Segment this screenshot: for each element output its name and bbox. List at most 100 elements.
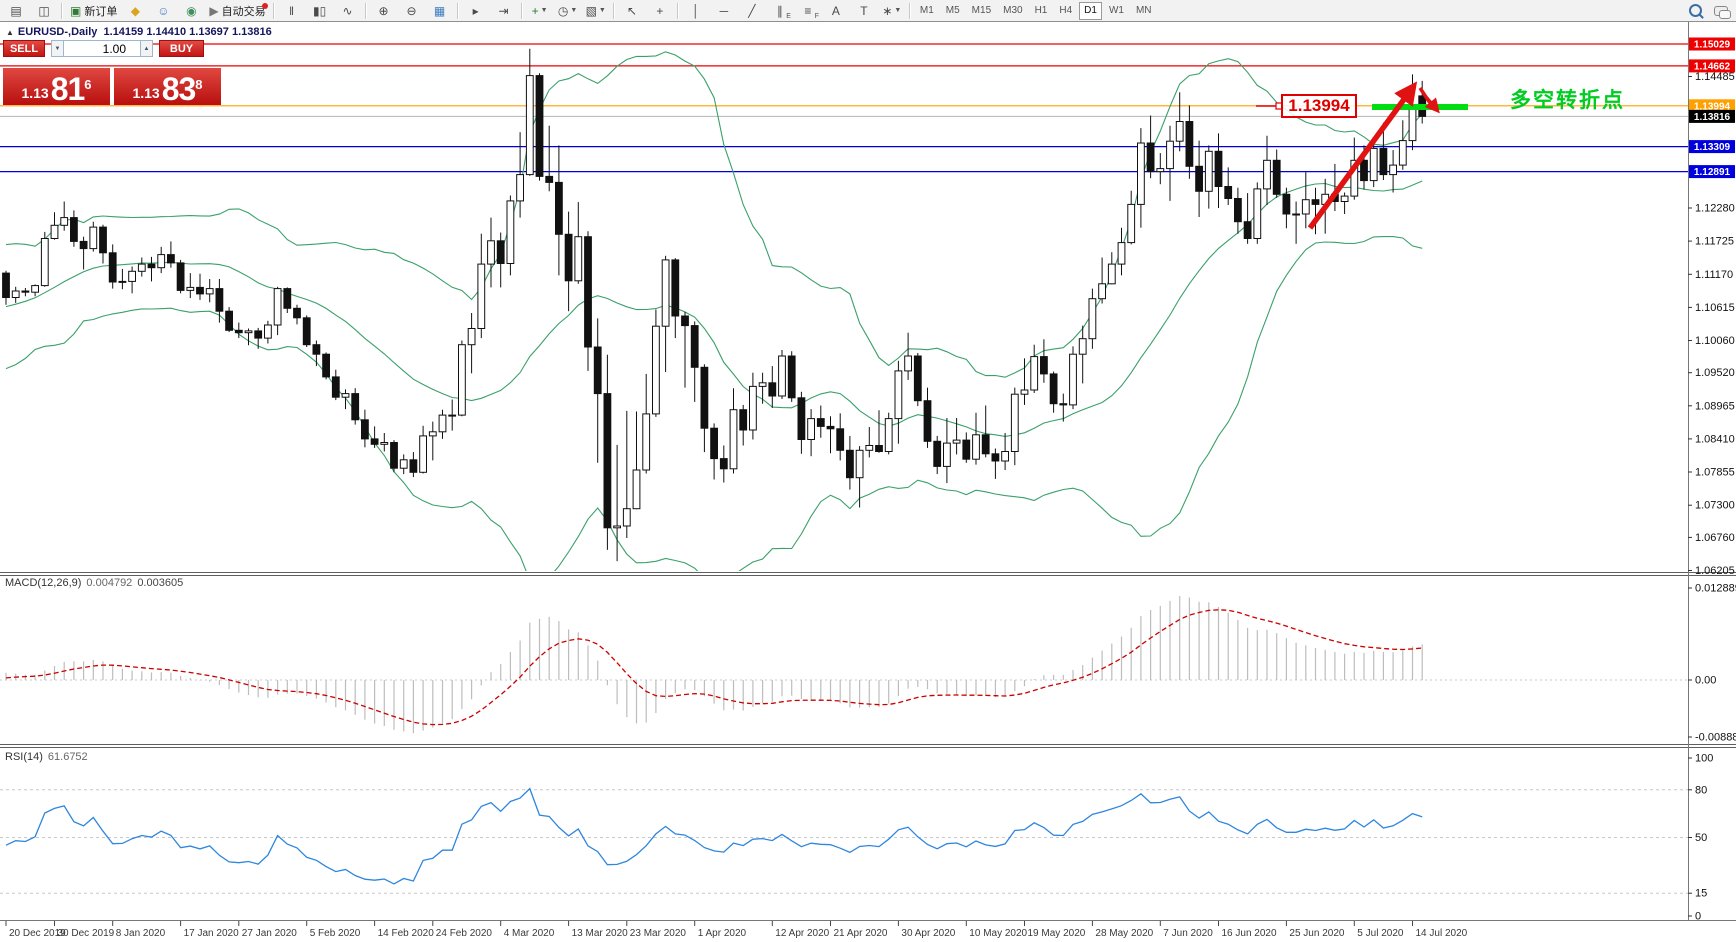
ask-quote-button[interactable]: 1.13 83 8 [114,68,221,105]
svg-text:17 Jan 2020: 17 Jan 2020 [184,928,239,939]
toolbar-separator [612,2,615,19]
bid-big-digits: 81 [50,71,86,107]
svg-text:15: 15 [1695,888,1707,900]
indicators-icon[interactable]: + ▼ [531,3,548,18]
cursor-icon[interactable]: ↖ [626,3,637,18]
symbol-name: EURUSD-,Daily [17,26,98,38]
toolbar-separator [61,2,63,19]
svg-text:27 Jan 2020: 27 Jan 2020 [242,928,297,939]
svg-text:50: 50 [1695,832,1707,844]
svg-text:1.08410: 1.08410 [1695,433,1735,445]
ohlc-values: 1.14159 1.14410 1.13697 1.13816 [103,26,272,38]
bid-quote-button[interactable]: 1.13 81 6 [3,68,110,105]
zigzag-arrow[interactable] [1418,87,1440,114]
sell-button[interactable]: SELL [3,40,45,57]
chat-icon[interactable] [1714,5,1731,19]
templates-icon[interactable]: ▧ ▼ [585,3,606,18]
price-annotation-box[interactable]: 1.13994 [1281,94,1357,118]
volume-decrease-button[interactable]: ▼ [51,40,64,57]
trend-arrow[interactable] [1307,81,1418,230]
svg-text:10 May 2020: 10 May 2020 [969,928,1027,939]
history-center-icon[interactable]: ◆ [130,3,140,18]
svg-text:1.07300: 1.07300 [1695,500,1735,512]
svg-text:4 Mar 2020: 4 Mar 2020 [504,928,555,939]
tile-windows-icon[interactable]: ▦ [433,3,446,18]
chevron-down-icon: ▼ [540,7,548,14]
chart-shift-icon[interactable]: ⇥ [498,3,509,18]
svg-text:30 Apr 2020: 30 Apr 2020 [901,928,955,939]
arrows-tool-icon[interactable]: ∗ ▼ [882,3,902,18]
charts-list-icon[interactable]: ▤ [10,3,22,18]
macd-name: MACD(12,26,9) [5,577,82,589]
timeframe-M15[interactable]: M15 [971,5,992,16]
rsi-label: RSI(14) 61.6752 [5,751,88,763]
trendline-icon[interactable]: ╱ [748,3,756,18]
candlestick-chart-icon[interactable]: ▮▯ [312,3,327,18]
svg-text:-0.008882: -0.008882 [1695,732,1736,744]
timeframe-MN[interactable]: MN [1135,5,1152,16]
toolbar-separator [456,2,459,19]
main-toolbar: ▤ ◫ ▣ 新订单 ◆ ☺ ◉ ▶ 自动交易 ‖ ▮▯ ∿ ⊕ ⊖ ▦ ▸ ⇥ + ▼ ◷ ▼ ▧ ▼ ↖ + │ ─ ╱ ∥ E ≡ F A T… [0,0,1736,22]
zoom-in-icon[interactable]: ⊕ [378,3,389,18]
toolbar-separator [676,2,679,19]
timeframe-D1[interactable]: D1 [1079,1,1102,20]
macd-main-value: 0.004792 [86,577,133,589]
timeframe-M1[interactable]: M1 [919,5,934,16]
chevron-down-icon: ▼ [570,7,578,14]
svg-text:5 Jul 2020: 5 Jul 2020 [1357,928,1404,939]
new-order-icon[interactable]: ▣ 新订单 [70,3,118,18]
timeframe-H1[interactable]: H1 [1034,5,1048,16]
svg-text:14 Feb 2020: 14 Feb 2020 [378,928,435,939]
bid-pip-digit: 6 [84,77,92,92]
volume-increase-button[interactable]: ▲ [140,40,153,57]
label-icon[interactable]: T [860,3,868,18]
svg-text:100: 100 [1695,753,1713,765]
bar-chart-icon[interactable]: ‖ [289,3,295,18]
svg-text:0.00: 0.00 [1695,675,1716,687]
chart-title: ▲ EURUSD-,Daily 1.14159 1.14410 1.13697 1… [6,26,272,38]
timeframe-H4[interactable]: H4 [1059,5,1073,16]
zoom-out-icon[interactable]: ⊖ [406,3,417,18]
svg-text:1.14662: 1.14662 [1694,61,1731,72]
ask-big-digits: 83 [161,71,197,107]
horizontal-line-icon[interactable]: ─ [719,3,729,18]
contacts-icon[interactable]: ☺ [157,3,170,18]
svg-text:1.06205: 1.06205 [1695,565,1735,577]
svg-text:1.10060: 1.10060 [1695,335,1735,347]
turning-point-annotation[interactable]: 多空转折点 [1510,89,1625,112]
svg-text:80: 80 [1695,784,1707,796]
timeframe-M5[interactable]: M5 [945,5,960,16]
bid-prefix: 1.13 [21,85,49,101]
svg-text:0.012889: 0.012889 [1695,583,1736,595]
collapse-icon[interactable]: ▲ [6,28,14,37]
buy-button[interactable]: BUY [159,40,204,57]
market-news-icon[interactable]: ◉ [186,3,197,18]
channel-icon[interactable]: ∥ E [776,3,791,20]
toolbar-separator [520,2,523,19]
svg-text:1.13994: 1.13994 [1694,101,1731,112]
svg-text:5 Feb 2020: 5 Feb 2020 [310,928,361,939]
macd-signal-line [5,609,1423,726]
fibonacci-icon[interactable]: ≡ F [804,3,819,20]
bollinger-bands [5,51,1423,571]
timeframe-W1[interactable]: W1 [1108,5,1124,16]
vertical-line-icon[interactable]: │ [692,3,700,18]
crosshair-icon[interactable]: + [656,3,664,18]
svg-text:12 Apr 2020: 12 Apr 2020 [775,928,829,939]
text-icon[interactable]: A [831,3,840,18]
svg-text:14 Jul 2020: 14 Jul 2020 [1416,928,1468,939]
periods-icon[interactable]: ◷ ▼ [557,3,578,18]
timeframe-M30[interactable]: M30 [1003,5,1023,16]
svg-text:1.09520: 1.09520 [1695,367,1735,379]
auto-scroll-icon[interactable]: ▸ [472,3,479,18]
macd-signal-value: 0.003605 [137,577,184,589]
data-window-icon[interactable]: ◫ [38,3,50,18]
svg-text:1.08965: 1.08965 [1695,400,1735,412]
search-icon[interactable] [1689,4,1702,17]
autotrading-icon[interactable]: ▶ 自动交易 [209,2,268,18]
volume-input[interactable] [64,40,140,57]
line-chart-icon[interactable]: ∿ [342,3,353,18]
svg-text:1.11725: 1.11725 [1695,236,1734,248]
